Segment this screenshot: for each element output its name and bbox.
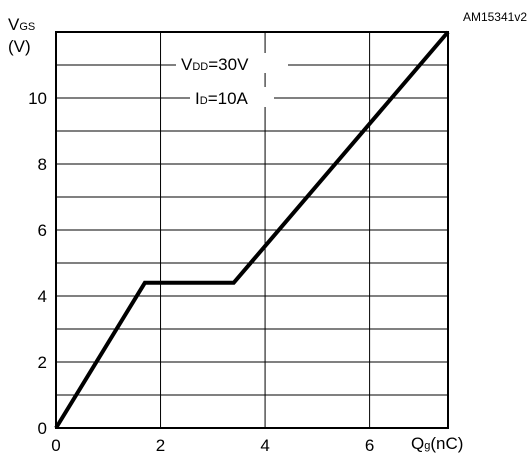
plot-frame	[55, 31, 449, 429]
x-tick-label: 4	[260, 436, 269, 455]
y-tick-label: 6	[38, 221, 47, 240]
y-tick-label: 8	[38, 155, 47, 174]
annotation-vdd-background	[176, 53, 288, 73]
annotation-vdd-symbol: V	[181, 55, 193, 74]
x-axis-unit: (nC)	[430, 434, 463, 453]
x-axis-subscript: g	[424, 440, 430, 452]
x-axis-label: Qg(nC)	[411, 434, 463, 453]
y-axis-symbol: V	[8, 15, 20, 34]
annotation-vdd: VDD=30V	[181, 55, 249, 74]
y-axis-label: VGS	[8, 15, 35, 34]
y-tick-label: 0	[38, 419, 47, 438]
x-tick-label: 0	[51, 436, 60, 455]
y-tick-label: 10	[28, 89, 47, 108]
series-line	[54, 30, 450, 430]
x-tick-label: 2	[156, 436, 165, 455]
y-axis-subscript: GS	[19, 21, 35, 33]
y-tick-label: 4	[38, 287, 47, 306]
reference-code: AM15341v2	[463, 10, 527, 24]
annotation-id-background	[190, 87, 274, 107]
x-tick-label: 6	[365, 436, 374, 455]
annotation-id-value: =10A	[208, 89, 249, 108]
annotation-vdd-subscript: DD	[192, 61, 208, 73]
curve-layer	[54, 30, 450, 430]
tick-labels: 0 2 4 6 0 2 4 6 8 10	[28, 89, 374, 455]
annotation-id-symbol: I	[195, 89, 200, 108]
annotation-vdd-value: =30V	[208, 55, 249, 74]
y-tick-label: 2	[38, 353, 47, 372]
x-axis-symbol: Q	[411, 434, 424, 453]
annotation-id: ID=10A	[195, 89, 249, 108]
annotation-id-subscript: D	[200, 95, 208, 107]
y-axis-unit: (V)	[8, 37, 31, 56]
